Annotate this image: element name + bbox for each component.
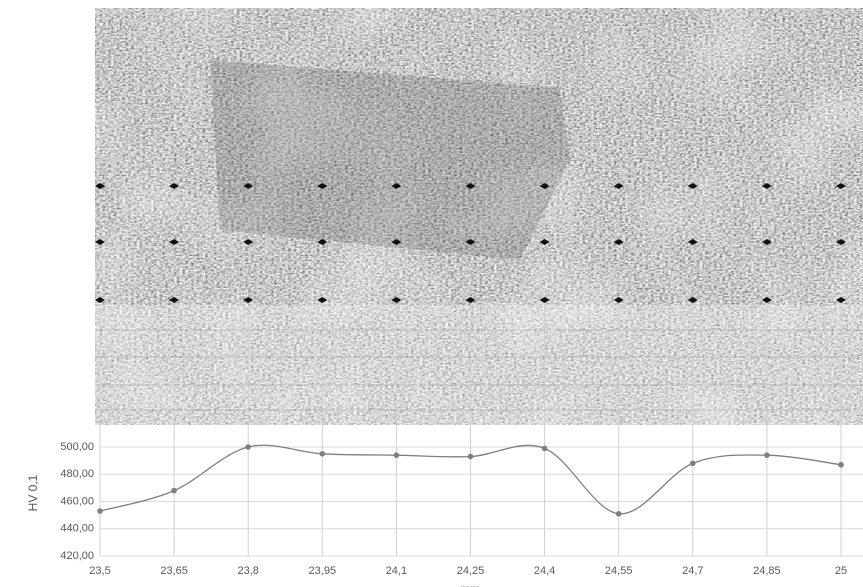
x-tick-label: 24,4 xyxy=(534,565,555,577)
data-point xyxy=(171,488,177,494)
y-tick-label: 480,00 xyxy=(60,468,94,480)
figure: 23,5 23,65 23,8 23,95 24,1 24,25 24,4 24,55 24,7… xyxy=(0,0,863,587)
y-tick-label: 440,00 xyxy=(60,523,94,535)
x-axis-label: mm xyxy=(460,582,480,587)
y-tick-label: 500,00 xyxy=(60,441,94,453)
data-point xyxy=(394,452,400,458)
x-tick-label: 25 xyxy=(835,565,847,577)
x-tick-label: 24,85 xyxy=(753,565,781,577)
data-point xyxy=(245,444,251,450)
x-tick-label: 24,25 xyxy=(457,565,485,577)
data-point xyxy=(616,511,622,517)
data-point xyxy=(97,508,103,514)
x-tick-label: 23,5 xyxy=(89,565,110,577)
x-tick-label: 23,95 xyxy=(309,565,337,577)
micrograph-overlay-band xyxy=(95,305,863,425)
data-point xyxy=(764,452,770,458)
micrograph xyxy=(95,8,863,425)
micrograph-dark-grain xyxy=(210,60,570,260)
x-tick-label: 23,8 xyxy=(237,565,258,577)
x-tick-label: 24,1 xyxy=(386,565,407,577)
data-point xyxy=(690,461,696,467)
x-tick-label: 24,55 xyxy=(605,565,633,577)
y-axis-label: HV 0,1 xyxy=(26,474,40,511)
data-point xyxy=(838,462,844,468)
x-tick-label: 24,7 xyxy=(682,565,703,577)
y-tick-label: 420,00 xyxy=(60,550,94,562)
y-tick-label: 460,00 xyxy=(60,495,94,507)
data-point xyxy=(320,451,326,457)
data-point xyxy=(468,454,474,460)
x-tick-label: 23,65 xyxy=(160,565,188,577)
data-point xyxy=(542,446,548,452)
